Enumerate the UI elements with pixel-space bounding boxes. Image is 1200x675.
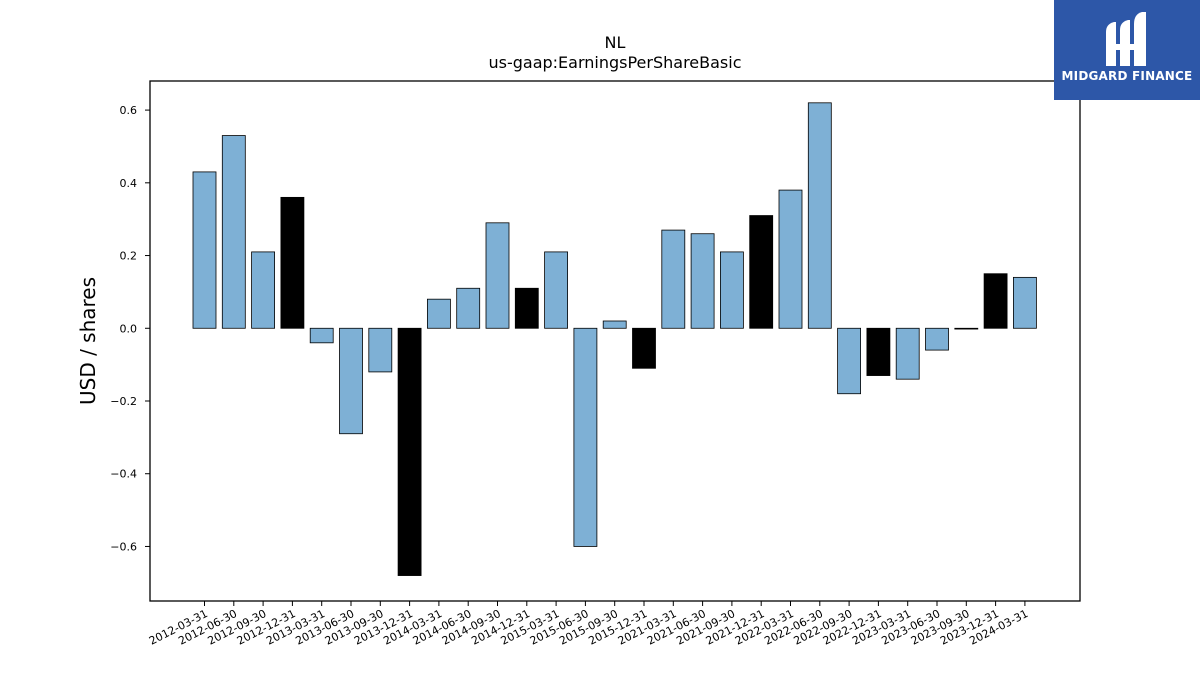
- bar-2012-12-31: [280, 196, 305, 329]
- bar-2015-12-31: [632, 327, 656, 369]
- bar-2015-06-30: [573, 327, 598, 547]
- bar-2013-09-30: [368, 327, 393, 373]
- bar-2015-03-31: [544, 251, 568, 329]
- bar-2013-12-31: [397, 327, 422, 576]
- y-tick-label: 0.6: [120, 104, 138, 117]
- bar-2013-03-31: [309, 327, 334, 344]
- bar-2013-06-30: [339, 327, 363, 435]
- chart-title: NL: [605, 33, 626, 52]
- bar-2012-03-31: [192, 171, 217, 329]
- bar-2014-03-31: [426, 298, 451, 329]
- bar-2021-03-31: [661, 229, 686, 329]
- bar-2023-03-31: [895, 327, 920, 380]
- bar-2015-09-30: [602, 320, 627, 329]
- x-axis: 2012-03-312012-06-302012-09-302012-12-31…: [147, 601, 1030, 648]
- bar-2023-12-31: [983, 273, 1008, 329]
- y-tick-label: −0.2: [110, 395, 137, 408]
- bar-2023-06-30: [925, 327, 949, 351]
- y-axis: −0.6 −0.4 −0.2 0.0 0.2 0.4 0.6: [110, 104, 150, 553]
- plot-frame: [149, 80, 1081, 602]
- bars-group: [192, 102, 1037, 576]
- y-tick-label: −0.6: [110, 540, 137, 553]
- bar-2024-03-31: [1013, 276, 1037, 329]
- bar-2021-06-30: [690, 233, 715, 329]
- y-tick-label: 0.2: [120, 250, 138, 263]
- bar-2023-09-30: [954, 327, 979, 330]
- bar-2022-06-30: [807, 102, 832, 329]
- y-tick-label: −0.4: [110, 468, 137, 481]
- y-tick-label: 0.4: [120, 177, 138, 190]
- bar-2021-12-31: [749, 215, 774, 329]
- bar-2022-03-31: [778, 189, 803, 329]
- y-axis-label: USD / shares: [76, 277, 100, 405]
- bar-2012-06-30: [221, 135, 246, 329]
- bar-2014-09-30: [485, 222, 510, 329]
- bar-2021-09-30: [720, 251, 744, 329]
- bar-2012-09-30: [251, 251, 276, 329]
- y-tick-label: 0.0: [120, 322, 138, 335]
- bar-2022-12-31: [866, 327, 891, 376]
- bar-2014-12-31: [514, 287, 539, 329]
- logo-text: MIDGARD FINANCE: [1061, 69, 1193, 83]
- midgard-logo-icon: [1106, 12, 1146, 66]
- bar-2022-09-30: [837, 327, 861, 395]
- chart-subtitle: us-gaap:EarningsPerShareBasic: [488, 53, 741, 72]
- bar-2014-06-30: [456, 287, 481, 329]
- midgard-finance-logo: MIDGARD FINANCE: [1054, 0, 1200, 100]
